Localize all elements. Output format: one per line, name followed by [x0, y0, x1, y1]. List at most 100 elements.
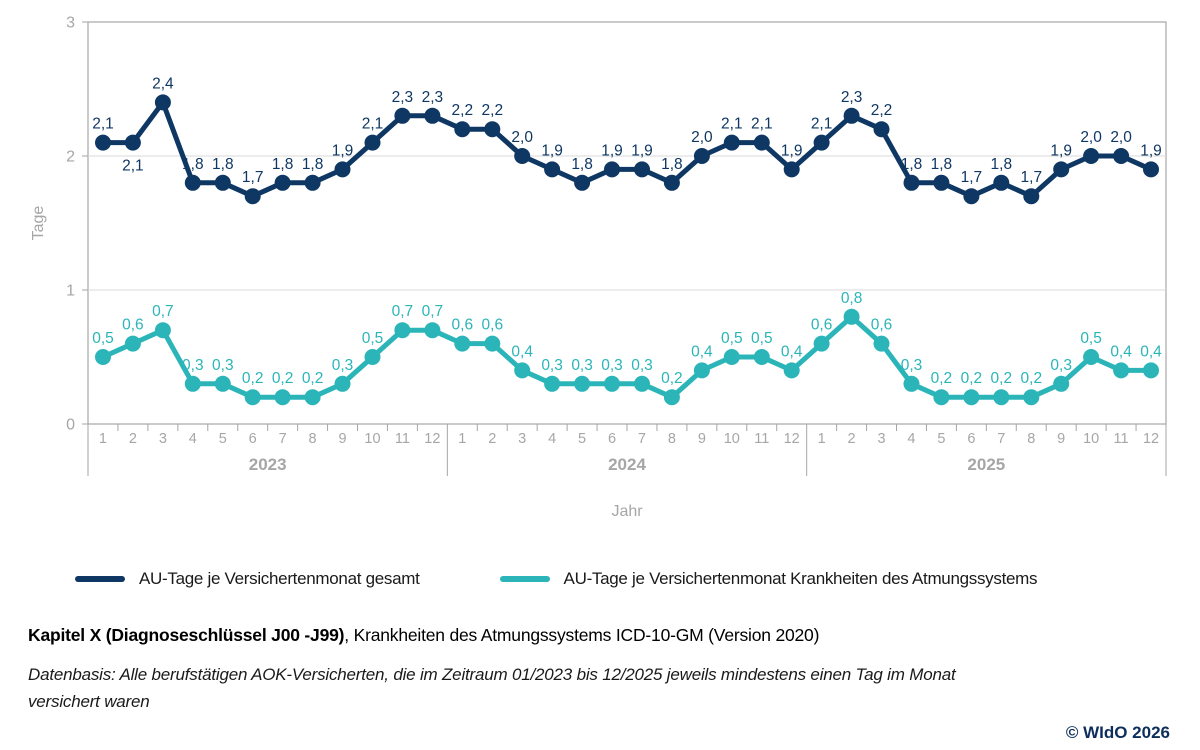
- data-basis-note: Datenbasis: Alle berufstätigen AOK-Versi…: [28, 661, 1172, 715]
- value-label: 0,7: [422, 303, 444, 320]
- data-point: [723, 134, 740, 151]
- data-point: [95, 134, 111, 151]
- value-label: 0,2: [242, 370, 264, 387]
- value-label: 0,2: [991, 370, 1013, 387]
- value-label: 1,8: [661, 156, 683, 173]
- month-label: 1: [99, 431, 107, 447]
- month-label: 10: [1083, 431, 1099, 447]
- data-point: [903, 375, 920, 392]
- month-label: 2: [848, 431, 856, 447]
- value-label: 0,3: [182, 357, 204, 374]
- data-point: [993, 389, 1010, 406]
- data-point: [334, 161, 351, 178]
- value-label: 0,2: [661, 370, 683, 387]
- data-point: [783, 161, 800, 178]
- year-label: 2023: [249, 455, 287, 474]
- value-label: 2,0: [511, 129, 533, 146]
- value-label: 2,1: [92, 116, 114, 133]
- value-label: 0,2: [961, 370, 983, 387]
- data-point: [394, 322, 411, 339]
- legend-label-gesamt: AU-Tage je Versichertenmonat gesamt: [139, 569, 420, 588]
- value-label: 0,2: [272, 370, 294, 387]
- value-label: 2,1: [362, 116, 384, 133]
- data-basis-line-1: Datenbasis: Alle berufstätigen AOK-Versi…: [28, 665, 956, 684]
- data-point: [873, 335, 890, 352]
- month-label: 6: [608, 431, 616, 447]
- value-label: 0,3: [901, 357, 923, 374]
- data-point: [813, 134, 830, 151]
- data-point: [604, 375, 620, 392]
- value-label: 2,2: [482, 102, 504, 119]
- value-label: 2,0: [1110, 129, 1132, 146]
- value-label: 0,5: [721, 330, 743, 347]
- value-label: 1,8: [571, 156, 593, 173]
- data-point: [663, 174, 680, 191]
- data-point: [184, 375, 201, 392]
- data-point: [244, 188, 261, 205]
- chart-legend: AU-Tage je Versichertenmonat gesamt AU-T…: [0, 565, 1200, 593]
- data-point: [723, 349, 740, 365]
- data-point: [693, 148, 710, 164]
- data-point: [304, 389, 321, 406]
- value-label: 0,7: [392, 303, 414, 320]
- month-label: 12: [784, 431, 800, 447]
- data-point: [544, 161, 561, 178]
- value-label: 1,9: [601, 142, 623, 159]
- month-label: 4: [548, 431, 556, 447]
- data-point: [514, 362, 531, 379]
- value-label: 0,6: [482, 317, 504, 334]
- data-point: [993, 174, 1010, 191]
- data-point: [274, 174, 291, 191]
- value-label: 0,3: [541, 357, 563, 374]
- value-label: 1,8: [272, 156, 294, 173]
- data-point: [154, 94, 171, 111]
- data-point: [454, 121, 471, 138]
- month-label: 5: [578, 431, 586, 447]
- month-label: 3: [877, 431, 885, 447]
- data-point: [783, 362, 800, 379]
- value-label: 1,8: [991, 156, 1013, 173]
- year-label: 2024: [608, 455, 646, 474]
- value-label: 2,4: [152, 75, 174, 92]
- diagnosis-caption-bold: Kapitel X (Diagnoseschlüssel J00 -J99): [28, 625, 345, 645]
- legend-item-atmungssystem: AU-Tage je Versichertenmonat Krankheiten…: [499, 569, 1038, 589]
- data-point: [1053, 375, 1070, 392]
- month-label: 12: [424, 431, 440, 447]
- value-label: 0,3: [601, 357, 623, 374]
- data-point: [124, 335, 141, 352]
- data-point: [1143, 362, 1159, 379]
- value-label: 0,3: [332, 357, 354, 374]
- data-point: [753, 349, 770, 365]
- y-tick-label: 0: [66, 417, 75, 434]
- month-label: 8: [668, 431, 676, 447]
- value-label: 1,8: [901, 156, 923, 173]
- value-label: 0,5: [362, 330, 384, 347]
- value-label: 2,3: [392, 89, 414, 106]
- legend-swatch-gesamt-line: [75, 576, 125, 582]
- legend-swatch-atmungssystem-line: [499, 576, 550, 582]
- month-label: 7: [638, 431, 646, 447]
- value-label: 2,1: [122, 158, 144, 175]
- data-point: [843, 107, 860, 124]
- x-axis-title: Jahr: [611, 503, 643, 520]
- value-label: 2,2: [871, 102, 893, 119]
- data-point: [334, 375, 351, 392]
- value-label: 0,2: [931, 370, 953, 387]
- data-point: [574, 375, 591, 392]
- value-label: 1,7: [242, 169, 264, 186]
- data-point: [304, 174, 321, 191]
- data-point: [1083, 349, 1100, 365]
- value-label: 1,8: [302, 156, 324, 173]
- data-basis-line-2: versichert waren: [28, 692, 150, 712]
- data-point: [244, 389, 261, 406]
- month-label: 10: [724, 431, 740, 447]
- data-point: [963, 389, 980, 406]
- value-label: 2,1: [751, 116, 773, 133]
- data-point: [484, 121, 501, 138]
- data-point: [753, 134, 770, 151]
- data-point: [1083, 148, 1100, 164]
- data-point: [484, 335, 501, 352]
- value-label: 2,1: [811, 116, 833, 133]
- value-label: 1,7: [1021, 169, 1043, 186]
